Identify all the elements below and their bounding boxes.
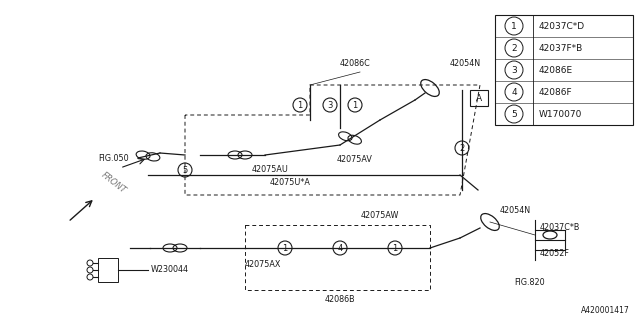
Text: W230044: W230044 — [151, 266, 189, 275]
Text: FRONT: FRONT — [100, 170, 128, 195]
Text: 1: 1 — [353, 100, 358, 109]
Text: 42075AV: 42075AV — [337, 155, 373, 164]
Text: 1: 1 — [511, 21, 517, 30]
Text: 4: 4 — [337, 244, 342, 252]
Text: 42054N: 42054N — [500, 205, 531, 214]
Text: 42086F: 42086F — [539, 87, 573, 97]
Text: 2: 2 — [460, 143, 465, 153]
Text: 4: 4 — [511, 87, 517, 97]
Text: FIG.050: FIG.050 — [98, 154, 129, 163]
Text: 42075U*A: 42075U*A — [269, 178, 310, 187]
Text: 1: 1 — [282, 244, 287, 252]
Text: 1: 1 — [392, 244, 397, 252]
Text: 3: 3 — [511, 66, 517, 75]
Text: 42086E: 42086E — [539, 66, 573, 75]
Bar — [495, 15, 633, 125]
Bar — [98, 258, 118, 282]
Text: 42037C*D: 42037C*D — [539, 21, 585, 30]
Text: 42086C: 42086C — [340, 59, 371, 68]
Text: 42054N: 42054N — [450, 59, 481, 68]
Text: W170070: W170070 — [539, 109, 582, 118]
Text: 1: 1 — [298, 100, 303, 109]
Text: 42075AX: 42075AX — [245, 260, 282, 269]
Text: 42037C*B: 42037C*B — [540, 223, 580, 232]
Text: 42086B: 42086B — [324, 295, 355, 304]
Text: A420001417: A420001417 — [581, 306, 630, 315]
Text: 42037F*B: 42037F*B — [539, 44, 583, 52]
Text: 3: 3 — [327, 100, 333, 109]
Text: FIG.820: FIG.820 — [515, 278, 545, 287]
Text: 42075AW: 42075AW — [361, 211, 399, 220]
Text: 2: 2 — [511, 44, 517, 52]
Text: 42075AU: 42075AU — [252, 165, 289, 174]
Text: A: A — [476, 93, 482, 102]
Bar — [470, 90, 488, 106]
Text: 5: 5 — [511, 109, 517, 118]
Text: 5: 5 — [182, 165, 188, 174]
Text: 42052F: 42052F — [540, 249, 570, 258]
